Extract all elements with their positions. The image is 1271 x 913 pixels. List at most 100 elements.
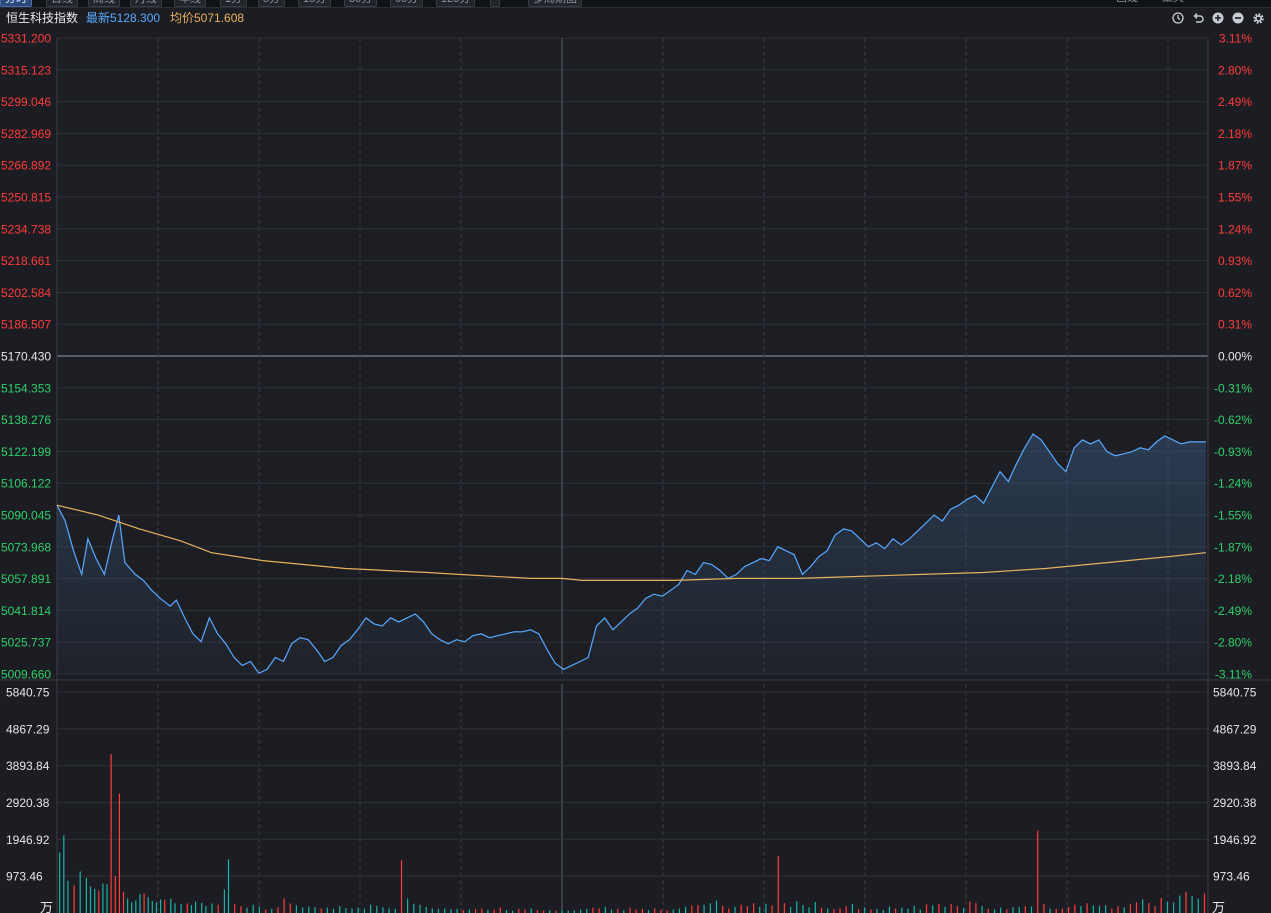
chart-tools [1171,11,1265,25]
volume-bar [765,903,767,913]
period-tab[interactable]: 月线 [130,0,162,7]
volume-bar [1173,902,1175,913]
volume-bar [1111,908,1113,913]
volume-bar [289,903,291,913]
volume-bar [493,909,495,913]
price-tick-label: 5218.661 [1,254,51,268]
volume-bar [617,908,619,913]
price-tick-label: 5057.891 [1,572,51,586]
period-tab[interactable]: 年线 [174,0,206,7]
volume-bar [623,910,625,913]
volume-bar [155,902,157,913]
volume-bar [419,904,421,913]
volume-bar [425,906,427,913]
price-tick-label: 5266.892 [1,159,51,173]
volume-bar [697,905,699,913]
volume-bar [227,859,230,913]
volume-bar [1000,907,1002,913]
volume-bar [1055,908,1057,913]
volume-bar [413,903,415,913]
period-tab[interactable]: 日线 [46,0,78,7]
price-tick-label: 5250.815 [1,191,51,205]
volume-bar [205,906,207,913]
period-tab[interactable]: 周线 [88,0,120,7]
price-tick-label: 5090.045 [1,509,51,523]
volume-bar [542,910,545,913]
price-tick-label: 5138.276 [1,413,51,427]
price-tick-label: 5282.969 [1,127,51,141]
volume-bar [1117,906,1119,913]
pct-tick-label: -0.93% [1214,445,1252,459]
volume-bar [839,908,841,913]
volume-bar [1142,899,1144,913]
volume-tick-label-right: 4867.29 [1213,722,1257,736]
pct-tick-label: 3.11% [1219,32,1252,46]
volume-bar [1006,909,1008,913]
top-right-tool[interactable]: 工具 [1158,0,1188,5]
volume-bar [981,906,983,913]
volume-bar [431,908,433,913]
volume-bar [1191,896,1193,913]
volume-bar [147,897,149,913]
volume-bar [73,885,75,913]
volume-bar [89,886,92,913]
volume-bar [555,910,557,913]
price-tick-label: 5186.507 [1,318,51,332]
pct-tick-label: 2.80% [1218,63,1252,77]
price-tick-label: 5122.199 [1,445,51,459]
period-tab[interactable]: 5分 [258,0,286,7]
volume-tick-label-right: 2920.38 [1213,796,1257,810]
volume-tick-label: 3893.84 [6,759,50,773]
volume-bar [487,910,489,913]
zoom-out-icon[interactable] [1231,11,1245,25]
pct-tick-label: 2.18% [1218,127,1252,141]
volume-bar [950,903,952,913]
volume-bar [174,903,176,913]
history-icon[interactable] [1171,11,1185,25]
volume-tick-label: 1946.92 [6,833,50,847]
volume-bar [1030,906,1033,913]
volume-bar [1135,902,1138,913]
volume-bar [870,909,872,913]
volume-bar [164,899,166,913]
volume-bar [1080,906,1082,913]
volume-bar [925,904,928,913]
price-tick-label: 5170.430 [1,350,51,364]
volume-bar [1160,897,1162,913]
volume-bar [635,909,637,913]
volume-bar [783,903,785,913]
period-tab[interactable]: 1分 [220,0,248,7]
volume-bar [1166,901,1168,913]
volume-bar [771,905,773,913]
period-tab[interactable]: 分时 [0,0,32,7]
volume-bar [211,903,213,913]
volume-bar [135,900,137,913]
undo-icon[interactable] [1191,11,1205,25]
price-tick-label: 5315.123 [1,63,51,77]
volume-bar [524,909,526,913]
volume-bar [610,909,613,913]
settings-icon[interactable] [1251,11,1265,25]
volume-bar [223,889,225,913]
period-tab[interactable]: 60分 [390,0,424,7]
period-tab[interactable]: 15分 [298,0,332,7]
top-right-tool[interactable]: 画线 [1112,0,1142,5]
volume-bar [1074,904,1076,913]
period-tab[interactable]: 多周期图 [528,0,582,7]
volume-bar [851,903,853,913]
volume-bar [753,903,755,913]
volume-bar [728,908,730,913]
volume-bar [190,905,192,913]
period-tab[interactable] [490,0,500,7]
volume-bar [195,901,197,913]
volume-bar [814,902,816,913]
volume-bar [759,906,761,913]
period-tab[interactable]: 30分 [344,0,378,7]
period-tab[interactable]: 120分 [436,0,476,7]
volume-bar [481,908,483,913]
zoom-in-icon[interactable] [1211,11,1225,25]
volume-bar [1179,895,1181,913]
volume-bar [118,793,120,913]
volume-bar [1012,907,1014,913]
